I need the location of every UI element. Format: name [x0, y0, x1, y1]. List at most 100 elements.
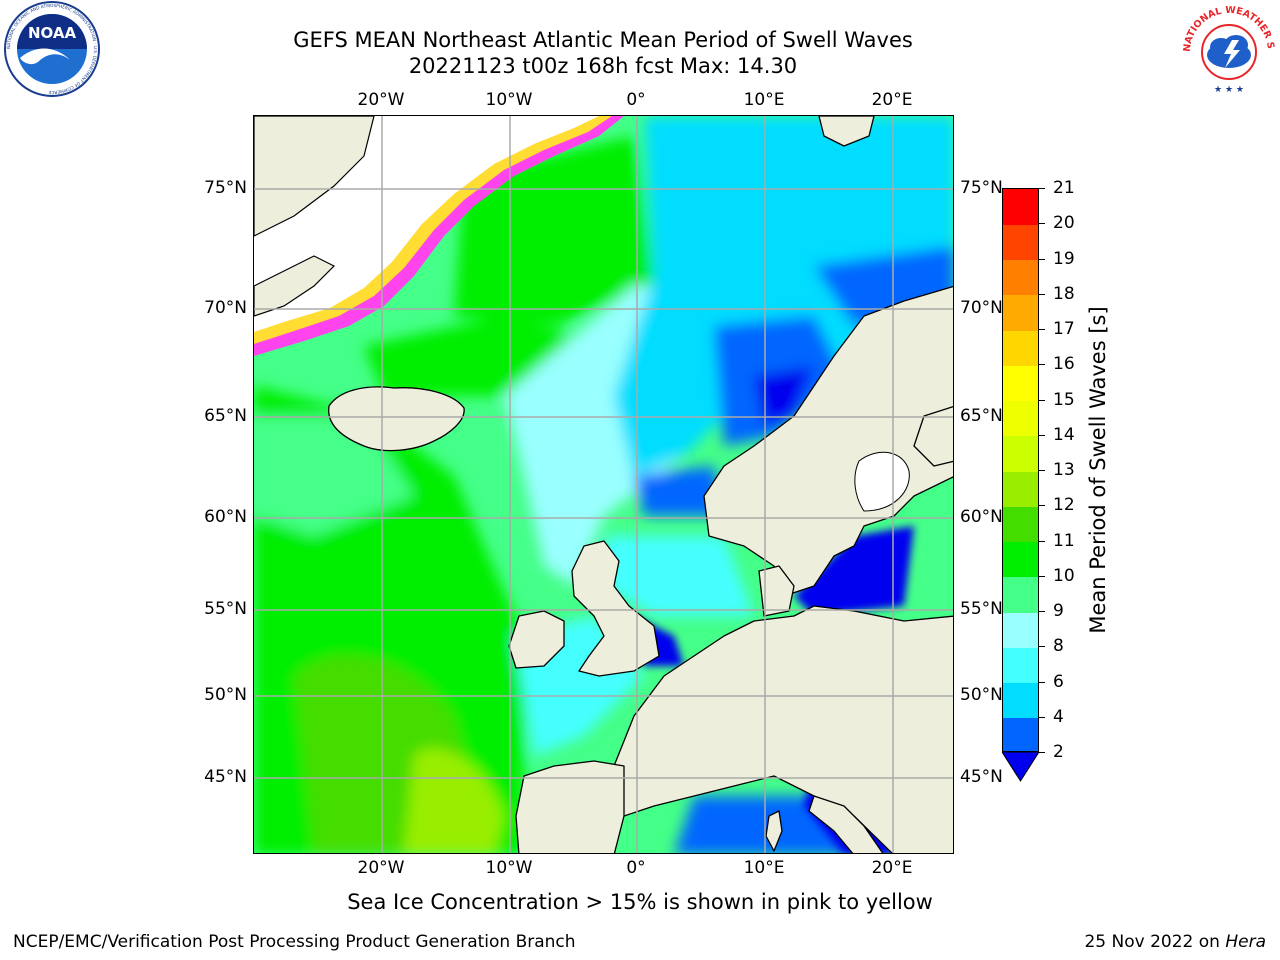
- nws-logo: NATIONAL WEATHER SERVICE ★ ★ ★: [1178, 0, 1276, 96]
- colorbar-tick-label: 4: [1053, 706, 1064, 727]
- lat-label-right-70n: 70°N: [960, 298, 1003, 318]
- greenland-land: [254, 116, 375, 317]
- colorbar-tick-label: 10: [1053, 565, 1075, 586]
- colorbar-tick-label: 9: [1053, 601, 1064, 621]
- colorbar-segment: [1003, 294, 1038, 331]
- colorbar-tick-mark: [1039, 505, 1045, 507]
- lon-label-top-10w: 10°W: [485, 90, 533, 110]
- swell-period-map[interactable]: [253, 115, 954, 854]
- lon-label-bottom-0: 0°: [626, 858, 646, 878]
- svg-text:★ ★ ★: ★ ★ ★: [1214, 85, 1244, 95]
- colorbar-tick-label: 12: [1053, 495, 1075, 516]
- swell-zone-cyan-north-sea: [604, 536, 754, 616]
- sea-ice-caption: Sea Ice Concentration > 15% is shown in …: [347, 890, 933, 914]
- colorbar-tick-mark: [1039, 188, 1045, 189]
- lat-label-right-45n: 45°N: [960, 767, 1003, 787]
- colorbar-tick-mark: [1039, 293, 1045, 295]
- colorbar-segment: [1003, 612, 1038, 648]
- colorbar-tick-label: 18: [1053, 283, 1075, 304]
- colorbar-tick-label: 20: [1053, 213, 1075, 234]
- colorbar-tick-label: 2: [1053, 742, 1064, 762]
- colorbar-segment: [1003, 189, 1038, 225]
- europe-land: [613, 605, 953, 853]
- lon-label-bottom-20w: 20°W: [357, 858, 405, 878]
- colorbar-tick-mark: [1039, 434, 1045, 436]
- colorbar-tick-mark: [1039, 540, 1045, 542]
- lon-label-top-20w: 20°W: [357, 90, 405, 110]
- lat-label-left-75n: 75°N: [204, 178, 247, 198]
- colorbar-segment: [1003, 365, 1038, 401]
- lat-label-left-45n: 45°N: [204, 767, 247, 787]
- colorbar-tick-label: 15: [1053, 389, 1075, 410]
- footer-date: 25 Nov 2022 on Hera: [1084, 932, 1266, 952]
- colorbar-tick-mark: [1039, 329, 1045, 330]
- italy-land: [808, 795, 884, 853]
- lon-label-top-0: 0°: [626, 90, 646, 110]
- colorbar-segment: [1003, 576, 1038, 613]
- swell-zone-darkblue-norway: [754, 366, 814, 426]
- colorbar-tick-label: 19: [1053, 248, 1075, 269]
- colorbar-tick-label: 17: [1053, 319, 1075, 339]
- colorbar-segment: [1003, 541, 1038, 578]
- lon-label-top-10e: 10°E: [743, 90, 785, 110]
- colorbar-segment: [1003, 471, 1038, 507]
- colorbar-tick-mark: [1039, 611, 1045, 612]
- colorbar-tick-mark: [1039, 752, 1045, 753]
- finland-land: [913, 405, 953, 467]
- colorbar-tick-label: 21: [1053, 178, 1075, 198]
- lat-label-right-50n: 50°N: [960, 685, 1003, 705]
- colorbar-tick-label: 6: [1053, 671, 1064, 692]
- lon-label-bottom-10e: 10°E: [743, 858, 785, 878]
- swell-zone-yellowgreen-south: [404, 748, 504, 853]
- colorbar-segment: [1003, 506, 1038, 542]
- lon-label-top-20e: 20°E: [871, 90, 913, 110]
- colorbar-segment: [1003, 259, 1038, 296]
- lat-label-left-65n: 65°N: [204, 406, 247, 426]
- lat-label-right-60n: 60°N: [960, 507, 1003, 527]
- lat-label-left-55n: 55°N: [204, 599, 247, 619]
- plot-title: GEFS MEAN Northeast Atlantic Mean Period…: [293, 28, 913, 52]
- noaa-logo-text: NOAA: [28, 24, 77, 42]
- colorbar-segment: [1003, 330, 1038, 366]
- lat-label-left-50n: 50°N: [204, 685, 247, 705]
- footer-date-text: 25 Nov 2022 on: [1084, 932, 1226, 952]
- svalbard-land: [818, 116, 875, 147]
- colorbar-tick-mark: [1039, 258, 1045, 260]
- lat-label-right-55n: 55°N: [960, 599, 1003, 619]
- plot-subtitle: 20221123 t00z 168h fcst Max: 14.30: [408, 54, 798, 78]
- colorbar-under-arrow: [1002, 752, 1039, 782]
- lon-label-bottom-10w: 10°W: [485, 858, 533, 878]
- colorbar-tick-mark: [1039, 646, 1045, 648]
- swell-zone-blue-north-sea-entrance: [634, 466, 724, 516]
- colorbar-title: Mean Period of Swell Waves [s]: [1086, 306, 1110, 634]
- colorbar-tick-label: 16: [1053, 354, 1075, 375]
- lat-label-left-70n: 70°N: [204, 298, 247, 318]
- colorbar-tick-label: 11: [1053, 530, 1075, 551]
- colorbar-tick-label: 13: [1053, 460, 1075, 480]
- graticule: [254, 116, 953, 853]
- colorbar-tick-mark: [1039, 716, 1045, 718]
- noaa-logo: NOAA NATIONAL OCEANIC AND ATMOSPHERIC AD…: [4, 1, 100, 97]
- colorbar-segment: [1003, 717, 1038, 751]
- map-canvas: [254, 116, 953, 853]
- gulf-of-bothnia-ice: [854, 451, 910, 512]
- swell-zone-darkblue-baltic: [794, 526, 914, 616]
- swell-zone-cyan-norwegian: [614, 116, 953, 476]
- colorbar-segment: [1003, 400, 1038, 437]
- colorbar-segment: [1003, 682, 1038, 719]
- colorbar-tick-mark: [1039, 364, 1045, 366]
- colorbar-tick-mark: [1039, 223, 1045, 225]
- lat-label-right-65n: 65°N: [960, 406, 1003, 426]
- lon-label-bottom-20e: 20°E: [871, 858, 913, 878]
- footer-host: Hera: [1225, 932, 1266, 952]
- lat-label-left-60n: 60°N: [204, 507, 247, 527]
- denmark-land: [758, 565, 795, 617]
- lat-label-right-75n: 75°N: [960, 178, 1003, 198]
- swell-zone-green-mid: [364, 316, 574, 396]
- colorbar-tick-label: 8: [1053, 636, 1064, 657]
- colorbar-tick-label: 14: [1053, 424, 1075, 445]
- colorbar-tick-mark: [1039, 575, 1045, 577]
- colorbar-tick-mark: [1039, 399, 1045, 401]
- colorbar-tick-mark: [1039, 681, 1045, 683]
- colorbar-segment: [1003, 435, 1038, 472]
